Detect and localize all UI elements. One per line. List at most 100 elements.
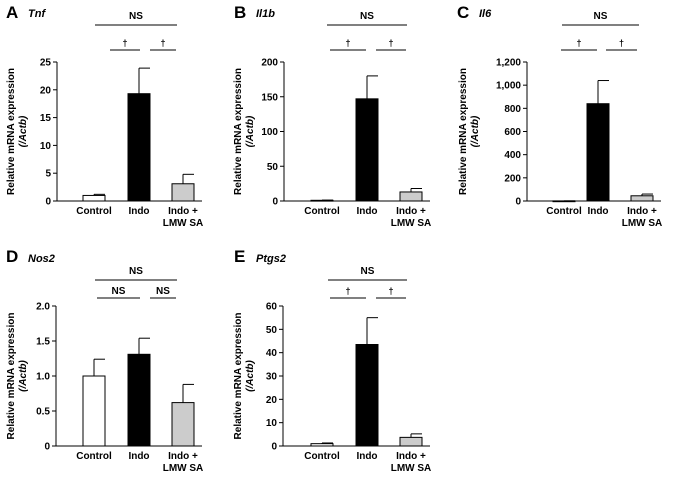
- bar: [82, 375, 106, 447]
- x-tick-label: LMW SA: [163, 463, 204, 474]
- panel-letter: C: [457, 3, 469, 22]
- bar: [310, 443, 334, 447]
- bar: [586, 103, 610, 202]
- panel-e: E Ptgs2 0 10 20 30 40 50 60 Relative mRNA express…: [233, 247, 431, 474]
- x-tick-label: Control: [304, 206, 340, 217]
- y-tick-label: 0: [515, 197, 521, 208]
- gene-name: Nos2: [28, 253, 55, 265]
- y-tick-label: 600: [504, 127, 521, 138]
- y-tick-label: 10: [40, 141, 52, 152]
- bar: [355, 98, 379, 202]
- y-tick-label: 1,200: [496, 58, 521, 69]
- x-tick-label: Control: [76, 206, 112, 217]
- gene-name: Ptgs2: [256, 253, 286, 265]
- y-axis-label-sub: (/Actb): [245, 360, 256, 392]
- y-tick-label: 2.0: [36, 302, 50, 313]
- panel-c: C Il6 0 200 400 600 800 1,000 1,200 Relative mRNA…: [457, 3, 662, 229]
- significance-left: NS: [112, 286, 126, 297]
- bar: [82, 194, 106, 202]
- x-tick-label: Control: [546, 206, 582, 217]
- y-tick-label: 25: [40, 58, 52, 69]
- significance-top: NS: [129, 266, 143, 277]
- bar: [399, 436, 423, 447]
- significance-right: †: [619, 38, 624, 48]
- x-tick-label: Indo: [128, 451, 149, 462]
- bar: [171, 402, 195, 447]
- y-tick-label: 10: [266, 418, 278, 429]
- panel-d: D Nos2 0 0.5 1.0 1.5 2.0 Relative mRNA expressi…: [6, 247, 203, 474]
- panel-letter: B: [234, 3, 246, 22]
- x-tick-label: Indo +: [396, 451, 426, 462]
- significance-right: †: [388, 38, 393, 48]
- panel-b: B Il1b 0 50 100 150 200 Relative mRNA expressio…: [233, 3, 431, 229]
- bar: [127, 353, 151, 447]
- y-tick-label: 100: [261, 127, 278, 138]
- x-tick-label: Indo: [356, 451, 377, 462]
- significance-left: †: [122, 38, 127, 48]
- x-tick-label: LMW SA: [163, 218, 204, 229]
- y-tick-label: 200: [504, 173, 521, 184]
- bar: [399, 191, 423, 202]
- significance-top: NS: [594, 11, 608, 22]
- significance-right: NS: [156, 286, 170, 297]
- y-axis-label-sub: (/Actb): [18, 360, 29, 392]
- y-tick-label: 50: [266, 325, 278, 336]
- bar: [355, 344, 379, 447]
- y-tick-label: 40: [266, 348, 278, 359]
- x-tick-label: LMW SA: [391, 218, 432, 229]
- y-axis-label-sub: (/Actb): [18, 115, 29, 147]
- x-tick-label: Indo +: [627, 206, 657, 217]
- y-tick-label: 1.5: [36, 337, 50, 348]
- x-tick-label: Indo: [587, 206, 608, 217]
- y-tick-label: 800: [504, 104, 521, 115]
- gene-name: Il1b: [256, 8, 275, 20]
- significance-top: NS: [360, 11, 374, 22]
- significance-left: †: [345, 286, 350, 296]
- y-axis-label-sub: (/Actb): [245, 115, 256, 147]
- y-tick-label: 0.5: [36, 407, 50, 418]
- x-tick-label: Control: [304, 451, 340, 462]
- y-axis-label: Relative mRNA expression: [6, 68, 17, 195]
- significance-top: NS: [129, 11, 143, 22]
- y-tick-label: 5: [45, 169, 51, 180]
- bar: [127, 93, 151, 202]
- y-tick-label: 20: [40, 85, 52, 96]
- x-tick-label: Indo +: [168, 206, 198, 217]
- panel-letter: D: [6, 247, 18, 266]
- significance-left: †: [576, 38, 581, 48]
- significance-top: NS: [361, 266, 375, 277]
- y-tick-label: 200: [261, 58, 278, 69]
- y-axis-label: Relative mRNA expression: [6, 313, 17, 440]
- y-axis-label: Relative mRNA expression: [458, 68, 469, 195]
- y-tick-label: 20: [266, 395, 278, 406]
- y-tick-label: 30: [266, 372, 278, 383]
- panel-letter: E: [234, 247, 245, 266]
- y-axis-label: Relative mRNA expression: [233, 68, 244, 195]
- y-axis-label: Relative mRNA expression: [233, 313, 244, 440]
- significance-right: †: [388, 286, 393, 296]
- x-tick-label: Control: [76, 451, 112, 462]
- y-tick-label: 15: [40, 113, 52, 124]
- y-tick-label: 0: [272, 197, 278, 208]
- x-tick-label: Indo: [128, 206, 149, 217]
- y-tick-label: 0: [45, 197, 51, 208]
- gene-name: Tnf: [28, 8, 46, 20]
- bar: [171, 183, 195, 202]
- panel-letter: A: [6, 3, 18, 22]
- panel-a: A Tnf 0 5 10 15 20 25 Relative mRNA expression (/…: [6, 3, 203, 229]
- significance-left: †: [345, 38, 350, 48]
- y-tick-label: 0: [44, 442, 50, 453]
- y-tick-label: 1,000: [496, 81, 521, 92]
- y-tick-label: 60: [266, 302, 278, 313]
- x-tick-label: LMW SA: [622, 218, 663, 229]
- y-tick-label: 150: [261, 92, 278, 103]
- x-tick-label: Indo +: [168, 451, 198, 462]
- y-tick-label: 1.0: [36, 372, 50, 383]
- x-tick-label: LMW SA: [391, 463, 432, 474]
- significance-right: †: [160, 38, 165, 48]
- x-tick-label: Indo +: [396, 206, 426, 217]
- y-tick-label: 0: [271, 442, 277, 453]
- y-tick-label: 400: [504, 150, 521, 161]
- y-tick-label: 50: [267, 162, 279, 173]
